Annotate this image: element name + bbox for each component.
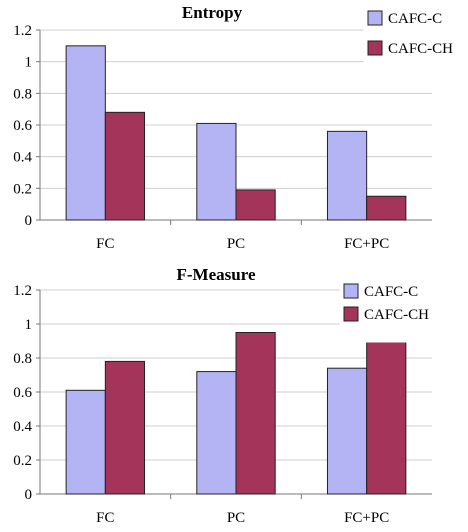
legend-swatch <box>367 40 383 56</box>
bar-cafc-c-fc-pc <box>326 130 368 221</box>
y-tick-label: 0.2 <box>13 453 32 469</box>
bar-cafc-ch-fc <box>104 111 146 221</box>
bar-cafc-c-pc <box>196 122 237 221</box>
legend: CAFC-C CAFC-CH <box>339 283 445 343</box>
y-tick-label: 1 <box>25 317 33 333</box>
x-tick-label: FC <box>96 236 114 252</box>
x-tick-label: PC <box>227 236 245 252</box>
y-tick-label: 0 <box>25 487 33 503</box>
chart-2: F-Measure 0 0.2 0.4 0.6 0.8 1 1.2 FC PC FC+PC CAFC-… <box>13 265 445 526</box>
bar-cafc-ch-pc <box>235 332 276 495</box>
legend-swatch <box>343 306 359 322</box>
legend-label: CAFC-CH <box>388 41 453 57</box>
y-tick-label: 1 <box>25 55 33 71</box>
y-tick-label: 0.2 <box>13 181 32 197</box>
legend-label: CAFC-C <box>388 11 442 27</box>
x-tick-label: FC <box>96 510 114 526</box>
bar-cafc-c-fc-pc <box>326 367 368 495</box>
bar-cafc-ch-fc-pc <box>366 195 407 221</box>
legend-swatch <box>367 10 383 26</box>
bar-cafc-c-fc <box>65 45 106 221</box>
y-tick-label: 0.4 <box>13 150 32 166</box>
chart-title: Entropy <box>182 3 243 22</box>
y-tick-label: 0.6 <box>13 385 32 401</box>
y-tick-label: 0.4 <box>13 419 32 435</box>
legend-label: CAFC-C <box>364 284 418 300</box>
legend-swatch <box>343 283 359 299</box>
bar-cafc-c-fc <box>65 389 106 495</box>
x-tick-label: PC <box>227 510 245 526</box>
y-tick-label: 0.8 <box>13 351 32 367</box>
y-tick-label: 1.2 <box>13 23 32 39</box>
x-tick-label: FC+PC <box>344 236 389 252</box>
legend: CAFC-C CAFC-CH <box>363 1 465 69</box>
y-tick-label: 0 <box>25 213 33 229</box>
y-tick-label: 0.8 <box>13 86 32 102</box>
chart-title: F-Measure <box>177 265 256 284</box>
bar-cafc-ch-fc <box>104 360 146 495</box>
bar-cafc-ch-pc <box>235 189 276 221</box>
x-tick-label: FC+PC <box>344 510 389 526</box>
legend-label: CAFC-CH <box>364 307 429 323</box>
y-tick-label: 1.2 <box>13 283 32 299</box>
legend-box <box>363 1 465 69</box>
bar-cafc-ch-fc-pc <box>366 330 407 495</box>
y-tick-label: 0.6 <box>13 118 32 134</box>
bar-cafc-c-pc <box>196 371 237 495</box>
